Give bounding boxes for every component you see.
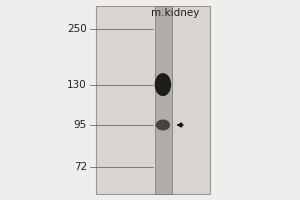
Text: 130: 130	[67, 80, 87, 90]
Bar	[96, 6, 210, 194]
Text: 95: 95	[74, 120, 87, 130]
Text: 72: 72	[74, 162, 87, 172]
Text: m.kidney: m.kidney	[151, 8, 200, 18]
Ellipse shape	[155, 73, 171, 96]
Bar	[154, 6, 172, 194]
Text: 250: 250	[67, 24, 87, 34]
Ellipse shape	[156, 119, 170, 130]
